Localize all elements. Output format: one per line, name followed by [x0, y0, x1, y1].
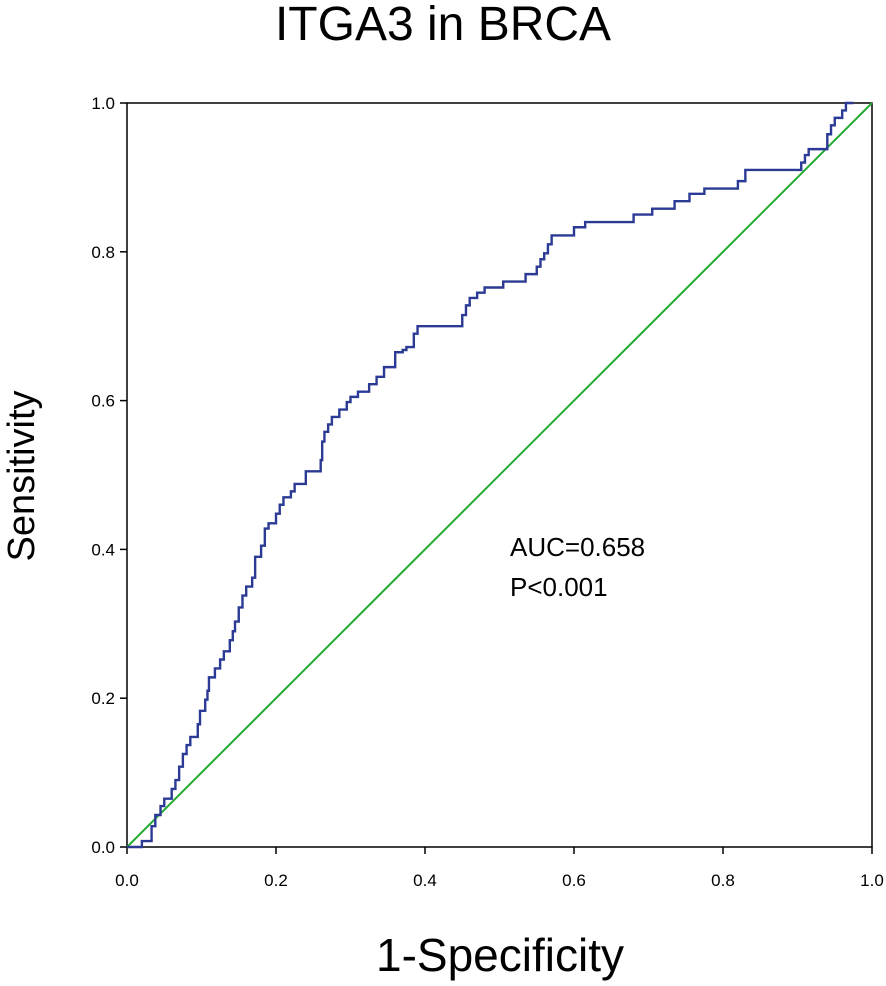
- x-axis-title: 1-Specificity: [376, 929, 624, 981]
- y-tick-label: 0.6: [91, 392, 115, 411]
- plot-frame: [126, 102, 873, 848]
- p-value-annotation: P<0.001: [510, 572, 608, 602]
- x-tick-label: 0.0: [115, 871, 139, 890]
- chart-title: ITGA3 in BRCA: [274, 0, 612, 51]
- reference-diagonal-line: [126, 102, 873, 848]
- x-tick-label: 0.4: [413, 871, 437, 890]
- x-tick-label: 0.2: [264, 871, 288, 890]
- y-axis-title: Sensitivity: [1, 390, 43, 562]
- y-tick-label: 0.4: [91, 540, 115, 559]
- y-tick-label: 1.0: [91, 94, 115, 113]
- y-tick-label: 0.0: [91, 838, 115, 857]
- y-axis-ticks: 0.0 0.2 0.4 0.6 0.8 1.0: [91, 94, 127, 857]
- x-tick-label: 1.0: [860, 871, 884, 890]
- x-tick-label: 0.8: [711, 871, 735, 890]
- y-tick-label: 0.2: [91, 689, 115, 708]
- y-tick-label: 0.8: [91, 243, 115, 262]
- auc-annotation: AUC=0.658: [510, 532, 646, 562]
- roc-curve-line: [127, 101, 854, 849]
- x-tick-label: 0.6: [562, 871, 586, 890]
- x-axis-ticks: 0.0 0.2 0.4 0.6 0.8 1.0: [115, 847, 884, 890]
